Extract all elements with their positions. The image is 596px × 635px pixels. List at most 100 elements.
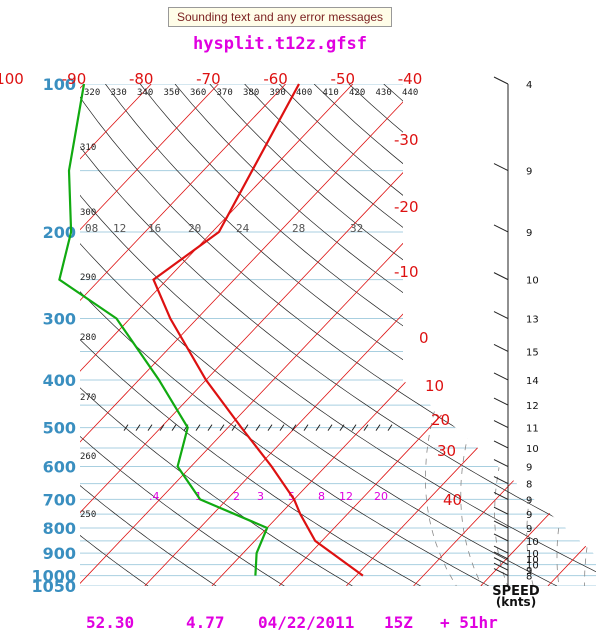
wind-speed-label: 9	[526, 495, 532, 506]
wind-speed-label: 9	[526, 167, 532, 178]
hatch-mark	[195, 424, 201, 431]
moist-adiabat-line	[584, 279, 596, 586]
theta-label: 270	[80, 393, 96, 403]
valid-date: 04/22/2011	[258, 613, 355, 632]
moist-adiabat-label: 20	[188, 222, 201, 235]
temperature-label: -30	[394, 131, 419, 149]
dry-adiabat-line	[80, 84, 421, 586]
hatch-mark	[351, 424, 357, 431]
valid-hour: 15Z	[384, 613, 413, 632]
temperature-label: -90	[62, 70, 87, 88]
mixing-ratio-label: 8	[318, 490, 325, 503]
wind-barb	[493, 163, 509, 172]
theta-label: 350	[164, 88, 180, 98]
temperature-label: -60	[263, 70, 288, 88]
hatch-mark	[219, 424, 225, 431]
isotherm-line	[80, 84, 555, 586]
wind-barb	[493, 545, 509, 554]
theta-label: 290	[80, 273, 96, 283]
dry-adiabat-line	[418, 84, 596, 586]
moist-adiabat-line	[460, 279, 537, 586]
dry-adiabat-line	[80, 84, 149, 586]
dry-adiabat-line	[80, 84, 596, 586]
wind-barb	[493, 420, 509, 429]
pressure-label: 500	[43, 419, 76, 438]
speed-axis-label: SPEED	[492, 584, 540, 599]
temperature-label: 10	[425, 377, 444, 395]
isotherm-line	[346, 84, 596, 586]
theta-label: 400	[296, 88, 312, 98]
profiles	[58, 83, 364, 577]
wind-speed-label: 9	[526, 524, 532, 535]
hatch-mark	[231, 424, 237, 431]
wind-barb	[493, 459, 509, 467]
wind-speed-label: 11	[526, 424, 539, 435]
theta-label: 440	[402, 88, 418, 98]
theta-label: 380	[243, 88, 259, 98]
mixing-ratio-label: .4	[149, 490, 160, 503]
hatch-mark	[375, 424, 381, 431]
moist-adiabat-line	[425, 279, 492, 586]
theta-label: 300	[80, 208, 96, 218]
dry-adiabat-line	[80, 84, 81, 586]
theta-label: 390	[270, 88, 286, 98]
theta-label: 320	[84, 88, 100, 98]
hatch-mark	[123, 424, 129, 431]
dry-adiabat-line	[174, 84, 596, 586]
pressure-label: 900	[43, 544, 76, 563]
moist-adiabat-label: 16	[148, 222, 161, 235]
theta-label: 420	[349, 88, 365, 98]
dry-adiabat-line	[279, 84, 596, 586]
wind-barb	[493, 557, 509, 566]
hatch-mark	[171, 424, 177, 431]
hatch-mark	[303, 424, 309, 431]
wind-speed-label: 9	[526, 510, 532, 521]
axis-labels: 10020030040050060070080090010001050-100-…	[0, 70, 462, 596]
wind-speed-label: 10	[526, 549, 539, 560]
isotherm-line	[80, 84, 286, 586]
wind-barb	[493, 311, 509, 319]
dry-adiabat-line	[80, 84, 217, 586]
wind-speed-label: 10	[526, 561, 539, 572]
wind-barb	[493, 344, 509, 352]
wind-barb	[493, 224, 509, 233]
pressure-label: 1000	[31, 567, 76, 586]
dewpoint-profile	[58, 83, 269, 576]
moist-adiabat-label: 28	[292, 222, 305, 235]
moist-adiabat-label: 12	[113, 222, 126, 235]
temperature-label: -80	[129, 70, 154, 88]
hatch-mark	[291, 424, 297, 431]
theta-label: 280	[80, 333, 96, 343]
wind-barb	[493, 562, 509, 571]
theta-label: 250	[80, 510, 96, 520]
speed-unit-label: (knts)	[496, 595, 536, 609]
isotherm-line	[547, 84, 596, 586]
hatch-mark	[267, 424, 273, 431]
sounding-text-link[interactable]: Sounding text and any error messages	[168, 7, 392, 27]
moist-adiabat-label: 32	[350, 222, 363, 235]
wind-barb	[493, 76, 509, 85]
dry-adiabat-line	[383, 84, 596, 586]
wind-barb	[493, 491, 509, 500]
forecast-hour: + 51hr	[440, 613, 498, 632]
temperature-label: -40	[398, 70, 423, 88]
dry-adiabat-line	[80, 84, 489, 586]
mixing-ratio-label: 20	[374, 490, 388, 503]
wind-speed-label: 10	[526, 276, 539, 287]
isotherm-line	[211, 84, 596, 586]
moist-adiabat-line	[556, 279, 596, 586]
dry-adiabat-line	[80, 84, 285, 586]
hatch-mark	[255, 424, 261, 431]
wind-barb	[493, 520, 509, 529]
isotherm-line	[80, 84, 354, 586]
temperature-label: -10	[394, 263, 419, 281]
wind-speed-label: 4	[526, 80, 532, 91]
pressure-label: 100	[43, 75, 76, 94]
temperature-label: 40	[443, 491, 462, 509]
wind-barbs: 49910131514121110989991010101098SPEED(kn…	[492, 76, 540, 609]
dry-adiabat-line	[80, 84, 596, 586]
hatch-mark	[243, 424, 249, 431]
dry-adiabat-line	[209, 84, 596, 586]
chart-title: hysplit.t12z.gfsf	[193, 34, 367, 54]
longitude: 4.77	[186, 613, 225, 632]
